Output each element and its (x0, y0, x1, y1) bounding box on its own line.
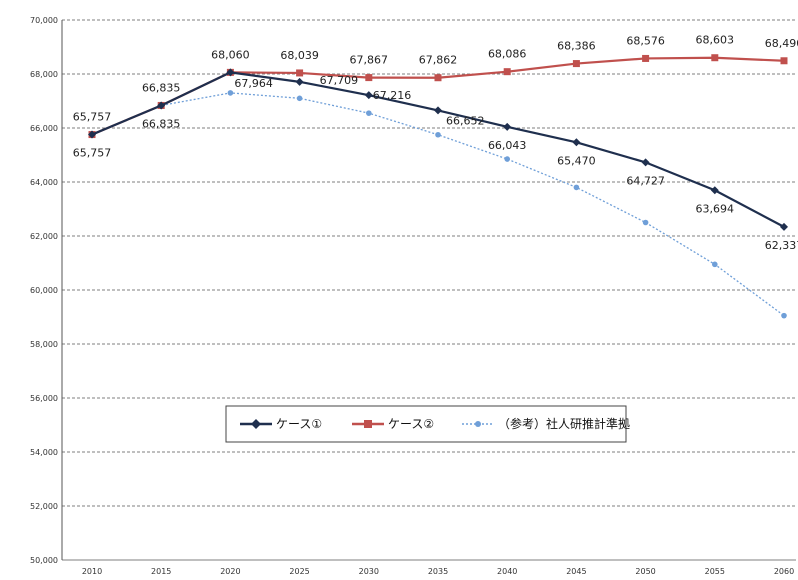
series-line (91, 56, 785, 136)
data-label: 66,835 (142, 81, 181, 94)
x-tick-label: 2045 (566, 567, 586, 576)
data-point (573, 184, 580, 191)
data-point (434, 74, 442, 82)
x-tick-label: 2060 (774, 567, 794, 576)
data-point (88, 130, 96, 139)
data-label: 65,757 (73, 111, 112, 124)
legend-item-reference: （参考）社人研推計準拠 (462, 416, 630, 431)
data-label: 67,862 (419, 54, 458, 67)
y-tick-label: 56,000 (30, 394, 58, 403)
data-point (711, 54, 719, 62)
data-point (434, 106, 442, 115)
data-point (642, 219, 649, 226)
data-label: 65,757 (73, 147, 112, 160)
data-point (365, 74, 373, 82)
data-point (227, 90, 234, 96)
data-label: 67,216 (373, 89, 412, 102)
data-label: 66,652 (446, 114, 485, 127)
data-label: 68,386 (557, 40, 596, 53)
data-label: 67,867 (350, 54, 389, 67)
x-tick-label: 2020 (220, 567, 240, 576)
axes: 50,000 52,000 54,000 56,000 58,000 60,000 62,0… (30, 16, 794, 576)
data-label: 64,727 (626, 174, 665, 187)
data-point (572, 138, 581, 147)
data-point (296, 69, 304, 77)
x-tick-label: 2055 (705, 567, 725, 576)
data-point (780, 57, 788, 65)
y-tick-label: 64,000 (30, 178, 58, 187)
x-tick-label: 2010 (82, 567, 102, 576)
data-point (781, 312, 787, 319)
y-tick-label: 70,000 (30, 16, 58, 25)
data-label: 67,709 (320, 74, 359, 87)
legend-box (225, 405, 627, 443)
data-point (780, 222, 788, 231)
data-point (435, 131, 441, 138)
data-label: 66,043 (488, 139, 527, 152)
data-point (710, 186, 719, 195)
data-label: 68,086 (488, 48, 527, 61)
x-tick-label: 2040 (497, 567, 517, 576)
legend-item-case2: ケース② (352, 417, 434, 431)
legend-label-case2: ケース② (388, 417, 434, 431)
data-label: 62,337 (765, 239, 798, 252)
y-tick-label: 50,000 (30, 556, 58, 565)
data-labels: 65,757 66,835 68,060 68,039 67,867 67,862 68,0… (73, 34, 798, 252)
x-tick-label: 2035 (428, 567, 448, 576)
data-point (157, 101, 166, 110)
data-point (572, 60, 580, 68)
data-point (642, 54, 650, 62)
x-tick-label: 2015 (151, 567, 171, 576)
y-tick-label: 68,000 (30, 70, 58, 79)
data-label: 68,060 (211, 48, 250, 61)
data-label: 65,470 (557, 154, 596, 167)
data-point (226, 68, 235, 77)
data-point (503, 68, 511, 76)
legend: ケース① ケース② （参考）社人研推計準拠 (225, 405, 630, 443)
data-label: 63,694 (696, 202, 735, 215)
data-label: 68,576 (626, 34, 665, 47)
data-point (295, 77, 304, 86)
data-point (366, 110, 372, 116)
y-tick-label: 54,000 (30, 448, 58, 457)
x-tick-label: 2030 (359, 567, 379, 576)
y-tick-label: 62,000 (30, 232, 58, 241)
legend-label-case1: ケース① (276, 417, 322, 431)
data-point (504, 156, 511, 162)
data-point (296, 95, 303, 102)
x-tick-label: 2050 (635, 567, 655, 576)
legend-label-reference: （参考）社人研推計準拠 (498, 416, 630, 431)
data-label: 68,039 (280, 49, 319, 62)
data-label: 67,964 (234, 77, 273, 90)
y-tick-label: 52,000 (30, 502, 58, 511)
series-line (91, 92, 785, 317)
grid-lines (62, 19, 796, 561)
data-label: 68,603 (696, 34, 735, 47)
data-label: 68,490 (765, 37, 798, 50)
y-tick-label: 58,000 (30, 340, 58, 349)
data-point (641, 158, 650, 167)
y-tick-label: 60,000 (30, 286, 58, 295)
data-point (364, 91, 373, 100)
y-tick-label: 66,000 (30, 124, 58, 133)
data-point (712, 261, 718, 268)
series-lines (88, 54, 788, 319)
legend-item-case1: ケース① (240, 417, 322, 431)
data-point (503, 122, 512, 131)
x-tick-label: 2025 (289, 567, 309, 576)
series-line (91, 71, 785, 228)
data-label: 66,835 (142, 117, 181, 130)
